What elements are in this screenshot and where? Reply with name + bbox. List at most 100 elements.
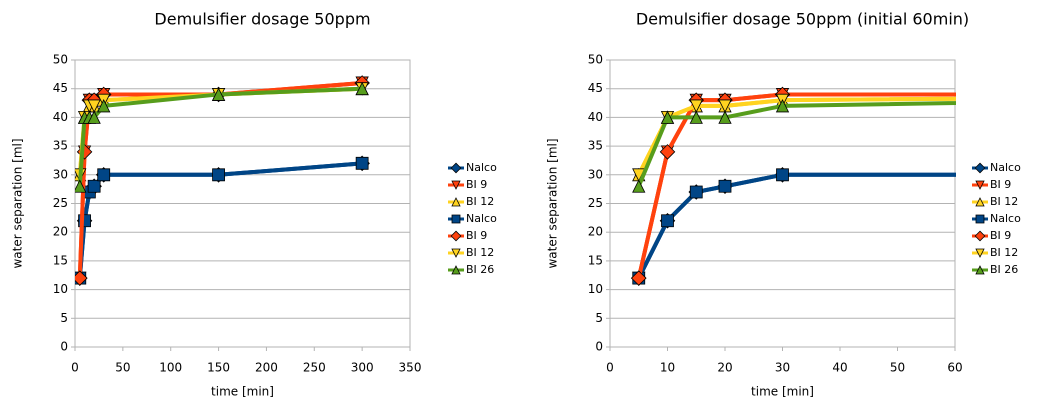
y-tick-label: 10 (588, 282, 603, 296)
y-tick-label: 50 (53, 53, 68, 67)
marker (974, 230, 986, 242)
marker (630, 270, 647, 286)
legend-label: Nalco (466, 161, 497, 174)
x-tick-label: 40 (832, 361, 847, 375)
x-tick-label: 200 (255, 361, 278, 375)
x-tick-label: 30 (775, 361, 790, 375)
y-tick-label: 30 (588, 167, 603, 181)
legend-label: BI 12 (466, 195, 494, 208)
marker (450, 230, 462, 242)
marker (718, 179, 732, 193)
x-axis-label: time [min] (751, 385, 814, 399)
series-line (77, 86, 363, 175)
marker (718, 99, 732, 113)
marker (451, 180, 461, 190)
y-tick-label: 50 (588, 53, 603, 67)
y-tick-label: 25 (588, 196, 603, 210)
x-tick-label: 0 (71, 361, 79, 375)
marker (87, 179, 101, 193)
x-tick-label: 10 (660, 361, 675, 375)
chart-title: Demulsifier dosage 50ppm (initial 60min) (636, 10, 969, 29)
marker (76, 144, 93, 160)
legend-label: Nalco (466, 212, 497, 225)
legend-label: BI 9 (990, 229, 1011, 242)
marker (212, 168, 225, 182)
marker (689, 110, 703, 124)
legend-label: BI 12 (990, 195, 1018, 208)
marker (355, 156, 369, 170)
marker (975, 248, 985, 258)
y-tick-label: 20 (53, 225, 68, 239)
x-tick-label: 0 (606, 361, 614, 375)
marker (975, 214, 985, 224)
y-tick-label: 40 (53, 110, 68, 124)
y-tick-label: 45 (588, 81, 603, 95)
marker (660, 110, 675, 124)
marker (661, 214, 674, 228)
x-axis-label: time [min] (211, 385, 274, 399)
x-tick-label: 350 (399, 361, 422, 375)
chart-title: Demulsifier dosage 50ppm (154, 10, 370, 29)
x-tick-label: 100 (159, 361, 182, 375)
legend-label: BI 9 (990, 178, 1011, 191)
legend-label: BI 12 (466, 246, 494, 259)
marker (632, 179, 646, 193)
marker (776, 168, 789, 182)
marker (75, 179, 87, 193)
marker (689, 185, 703, 199)
x-tick-label: 20 (717, 361, 732, 375)
marker (451, 265, 461, 275)
marker (97, 168, 111, 182)
x-tick-label: 300 (351, 361, 374, 375)
y-tick-label: 0 (60, 340, 68, 354)
series-line (77, 86, 363, 175)
y-tick-label: 15 (588, 253, 603, 267)
legend-label: BI 26 (990, 263, 1018, 276)
legend-label: BI 9 (466, 178, 487, 191)
x-tick-label: 250 (303, 361, 326, 375)
legend-label: Nalco (990, 212, 1021, 225)
legend-label: BI 12 (990, 246, 1018, 259)
marker (689, 99, 703, 113)
y-tick-label: 15 (53, 253, 68, 267)
marker (355, 81, 369, 96)
marker (75, 270, 88, 286)
marker (450, 162, 462, 174)
marker (87, 110, 101, 124)
x-tick-label: 150 (207, 361, 230, 375)
marker (451, 214, 461, 224)
y-tick-label: 5 (595, 311, 603, 325)
y-tick-label: 0 (595, 340, 603, 354)
marker (975, 197, 985, 207)
marker (211, 87, 226, 101)
y-tick-label: 25 (53, 196, 68, 210)
marker (451, 197, 461, 207)
y-tick-label: 30 (53, 167, 68, 181)
plot-frame (74, 59, 411, 348)
marker (718, 110, 732, 124)
y-tick-label: 35 (53, 139, 68, 153)
marker (87, 99, 101, 113)
marker (659, 144, 676, 160)
y-tick-label: 20 (588, 225, 603, 239)
marker (975, 180, 985, 190)
y-tick-label: 10 (53, 282, 68, 296)
x-tick-label: 50 (115, 361, 130, 375)
marker (97, 99, 111, 113)
plot (75, 75, 370, 286)
x-tick-label: 60 (947, 361, 962, 375)
legend-label: BI 26 (466, 263, 494, 276)
marker (975, 265, 985, 275)
y-axis-label: water separation [ml] (11, 138, 25, 268)
plot-frame (609, 59, 956, 348)
plot (630, 86, 956, 286)
x-tick-label: 50 (890, 361, 905, 375)
y-tick-label: 35 (588, 139, 603, 153)
marker (451, 248, 461, 258)
y-tick-label: 5 (60, 311, 68, 325)
marker (775, 99, 790, 113)
y-axis-label: water separation [ml] (546, 138, 560, 268)
legend-label: Nalco (990, 161, 1021, 174)
y-tick-label: 45 (53, 81, 68, 95)
